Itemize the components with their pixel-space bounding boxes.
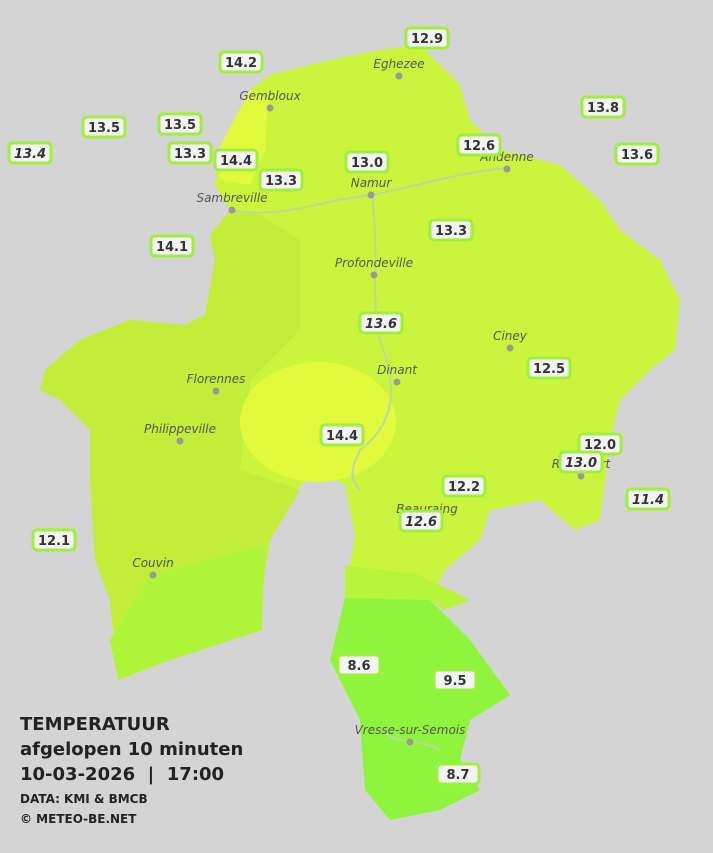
station-box xyxy=(81,115,127,139)
city-name: Gembloux xyxy=(239,89,301,103)
title: TEMPERATUUR xyxy=(20,714,170,735)
city-dot xyxy=(367,191,375,199)
station-box xyxy=(625,487,671,511)
zone-warm xyxy=(240,362,396,482)
station-value: 12.1 xyxy=(38,534,70,549)
station-value: 12.6 xyxy=(463,139,495,154)
cities: EghezeeGemblouxAndenneNamurSambrevillePr… xyxy=(132,57,612,746)
river xyxy=(351,194,393,491)
station-value: 13.5 xyxy=(164,118,196,133)
station-box xyxy=(319,423,365,447)
datetime: 10-03-2026 | 17:00 xyxy=(20,764,224,785)
station-value: 11.4 xyxy=(632,493,664,508)
station-value: 12.0 xyxy=(584,438,616,453)
station-value: 13.0 xyxy=(565,456,597,471)
station-box xyxy=(428,218,474,242)
station-value: 13.6 xyxy=(621,148,653,163)
city-dot xyxy=(228,206,236,214)
city-name: Eghezee xyxy=(373,57,424,71)
station-box xyxy=(31,528,77,552)
station-value: 8.7 xyxy=(446,768,469,783)
station-box xyxy=(614,142,660,166)
subtitle: afgelopen 10 minuten xyxy=(20,739,243,760)
station-value: 14.4 xyxy=(220,154,252,169)
station-box xyxy=(358,311,404,335)
city-dot xyxy=(503,165,511,173)
city-dot xyxy=(506,344,514,352)
station-value: 13.0 xyxy=(351,156,383,171)
city-name: Philippeville xyxy=(144,422,216,436)
city-dot xyxy=(577,472,585,480)
city-dot xyxy=(212,387,220,395)
city-name: Dinant xyxy=(377,363,418,377)
station-box xyxy=(157,112,203,136)
station-box xyxy=(398,509,444,533)
station-box xyxy=(7,141,53,165)
station-value: 14.2 xyxy=(225,56,257,71)
city-dot xyxy=(149,571,157,579)
station-box xyxy=(441,474,487,498)
station-box xyxy=(167,141,213,165)
station-box xyxy=(580,95,626,119)
city-dot xyxy=(266,104,274,112)
station-value: 13.3 xyxy=(435,224,467,239)
city-name: Couvin xyxy=(132,556,173,570)
city-name: Namur xyxy=(351,176,393,190)
city-dot xyxy=(406,738,414,746)
station-value: 14.1 xyxy=(156,240,188,255)
station-value: 13.3 xyxy=(265,174,297,189)
station-value: 13.6 xyxy=(365,317,397,332)
station-value: 12.6 xyxy=(405,515,437,530)
station-value: 12.5 xyxy=(533,362,565,377)
station-value: 14.4 xyxy=(326,429,358,444)
station-box xyxy=(336,653,382,677)
city-dot xyxy=(395,72,403,80)
city-dot xyxy=(393,378,401,386)
station-value: 12.2 xyxy=(448,480,480,495)
station-box xyxy=(526,356,572,380)
copyright: © METEO-BE.NET xyxy=(20,812,137,826)
city-name: Sambreville xyxy=(196,191,267,205)
city-name: Florennes xyxy=(187,372,246,386)
station-box xyxy=(456,133,502,157)
station-value: 13.4 xyxy=(14,147,46,162)
source: DATA: KMI & BMCB xyxy=(20,792,148,806)
city-dot xyxy=(176,437,184,445)
station-value: 13.3 xyxy=(174,147,206,162)
station-box xyxy=(213,148,259,172)
station-box xyxy=(149,234,195,258)
stations: 12.9 14.2 13.8 13.5 13.5 13.4 13.3 14.4 12.6 13.6… xyxy=(7,26,671,786)
station-box xyxy=(558,450,604,474)
station-box xyxy=(404,26,450,50)
city-name: Vresse-sur-Semois xyxy=(355,723,466,737)
city-name: Profondeville xyxy=(335,256,413,270)
station-value: 12.9 xyxy=(411,32,443,47)
station-value: 8.6 xyxy=(347,659,370,674)
station-value: 9.5 xyxy=(443,674,466,689)
station-value: 13.8 xyxy=(587,101,619,116)
station-box xyxy=(344,150,390,174)
station-box xyxy=(258,168,304,192)
station-box xyxy=(432,668,478,692)
station-value: 13.5 xyxy=(88,121,120,136)
city-dot xyxy=(370,271,378,279)
zone-southwest xyxy=(110,545,265,680)
city-name: Ciney xyxy=(493,329,528,343)
station-box xyxy=(435,762,481,786)
station-box xyxy=(218,50,264,74)
